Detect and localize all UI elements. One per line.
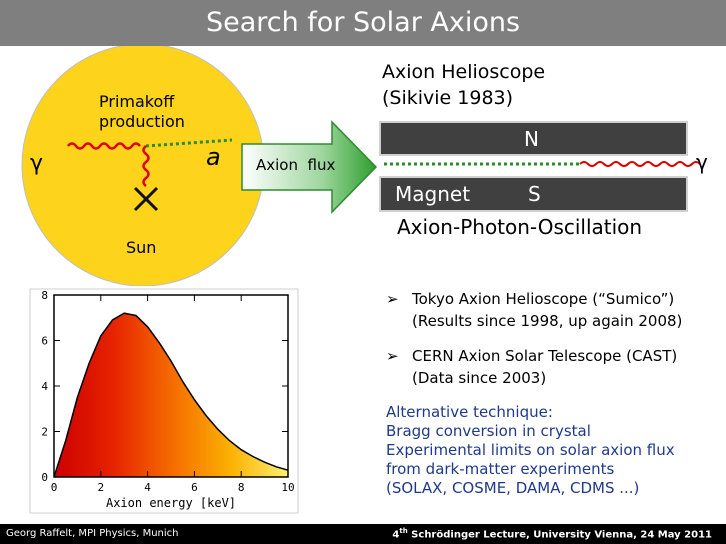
x-tick-label: 4	[144, 481, 151, 494]
north-label: N	[524, 127, 539, 151]
primakoff-label-line1: Primakoff	[99, 92, 175, 111]
experiment-line2: (Data since 2003)	[412, 369, 547, 387]
magnet-south-pole	[379, 176, 688, 212]
axion-spectrum-chart: 0 2 4 6 8 10 0 2 4 6 8 Axion energy [keV]	[29, 288, 299, 514]
bullet-arrow-icon: ➢	[386, 290, 399, 308]
footer-author: Georg Raffelt, MPI Physics, Munich	[6, 528, 179, 539]
helioscope-title-line1: Axion Helioscope	[382, 61, 546, 83]
footer-event-number: 4	[392, 529, 400, 541]
footer-event-suffix: th	[399, 527, 408, 535]
photon-symbol-left: γ	[30, 151, 44, 176]
alternative-line: (SOLAX, COSME, DAMA, CDMS ...)	[386, 479, 640, 497]
x-tick-label: 0	[51, 481, 58, 494]
oscillation-label: Axion-Photon-Oscillation	[397, 215, 643, 239]
nucleus-cross-icon	[133, 186, 159, 212]
axion-symbol: a	[206, 143, 221, 171]
x-tick-label: 10	[281, 481, 294, 494]
x-tick-label: 2	[97, 481, 104, 494]
chart-ticks: 0 2 4 6 8 10 0 2 4 6 8	[41, 289, 294, 494]
slide-title: Search for Solar Axions	[0, 0, 726, 46]
axion-flux-arrow	[241, 120, 378, 214]
axion-line	[145, 138, 233, 148]
alternative-line: from dark-matter experiments	[386, 460, 615, 478]
footer: Georg Raffelt, MPI Physics, Munich 4th S…	[0, 524, 726, 544]
sun-label: Sun	[126, 238, 157, 257]
photon-beam-wave	[579, 161, 700, 167]
bullet-arrow-icon: ➢	[386, 347, 399, 365]
virtual-photon-wave	[142, 145, 150, 187]
x-tick-label: 6	[191, 481, 198, 494]
x-tick-label: 8	[238, 481, 245, 494]
spectrum-area	[54, 313, 288, 477]
spectrum-line	[53, 312, 289, 478]
oscillation-beam	[384, 161, 700, 167]
alternative-technique: Alternative technique: Bragg conversion …	[386, 403, 675, 498]
y-tick-label: 4	[41, 380, 48, 393]
y-tick-label: 8	[41, 289, 48, 302]
primakoff-label-line2: production	[99, 112, 185, 131]
helioscope-title-line2: (Sikivie 1983)	[382, 87, 514, 109]
alternative-line: Alternative technique:	[386, 403, 553, 421]
experiment-line1: Tokyo Axion Helioscope (“Sumico”)	[412, 290, 675, 308]
y-tick-label: 0	[41, 471, 48, 484]
chart-xlabel: Axion energy [keV]	[106, 496, 236, 510]
alternative-line: Experimental limits on solar axion flux	[386, 441, 675, 459]
y-tick-label: 6	[41, 335, 48, 348]
footer-event: 4th Schrödinger Lecture, University Vien…	[392, 527, 712, 540]
magnet-label: Magnet	[395, 182, 471, 206]
photon-wave	[67, 142, 141, 150]
axion-flux-label: Axion flux	[256, 156, 336, 174]
south-label: S	[528, 182, 541, 206]
footer-event-text: Schrödinger Lecture, University Vienna, …	[407, 529, 712, 541]
experiment-line2: (Results since 1998, up again 2008)	[412, 312, 683, 330]
magnet-north-pole	[379, 121, 688, 156]
y-tick-label: 2	[41, 426, 48, 439]
alternative-line: Bragg conversion in crystal	[386, 422, 591, 440]
photon-symbol-right: γ	[696, 150, 708, 174]
experiment-line1: CERN Axion Solar Telescope (CAST)	[412, 347, 678, 365]
